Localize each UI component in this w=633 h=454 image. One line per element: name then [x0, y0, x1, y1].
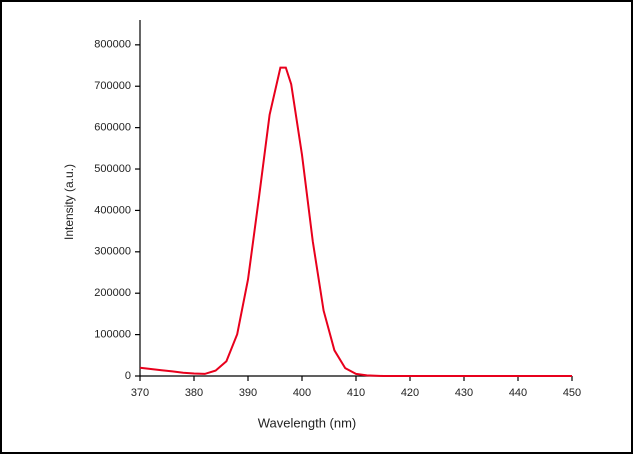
y-tick-label: 700000	[94, 80, 131, 92]
y-axis-label: Intensity (a.u.)	[62, 164, 76, 240]
x-tick-label: 400	[293, 387, 311, 399]
y-tick-label: 600000	[94, 122, 131, 134]
data-line	[139, 66, 572, 377]
x-tick-label: 430	[455, 387, 473, 399]
x-tick-label: 420	[401, 387, 419, 399]
y-tick-label: 100000	[94, 329, 131, 341]
y-tick-label: 300000	[94, 246, 131, 258]
x-axis-label: Wavelength (nm)	[258, 415, 357, 430]
y-tick-label: 400000	[94, 204, 131, 216]
x-tick-label: 380	[185, 387, 203, 399]
y-tick-label: 200000	[94, 287, 131, 299]
y-tick-label: 500000	[94, 163, 131, 175]
x-tick-label: 440	[509, 387, 527, 399]
x-tick-label: 410	[347, 387, 365, 399]
y-tick-label: 800000	[94, 39, 131, 51]
y-tick-label: 0	[125, 370, 131, 382]
x-tick-label: 390	[239, 387, 257, 399]
x-tick-label: 370	[131, 387, 149, 399]
x-tick-label: 450	[563, 387, 581, 399]
